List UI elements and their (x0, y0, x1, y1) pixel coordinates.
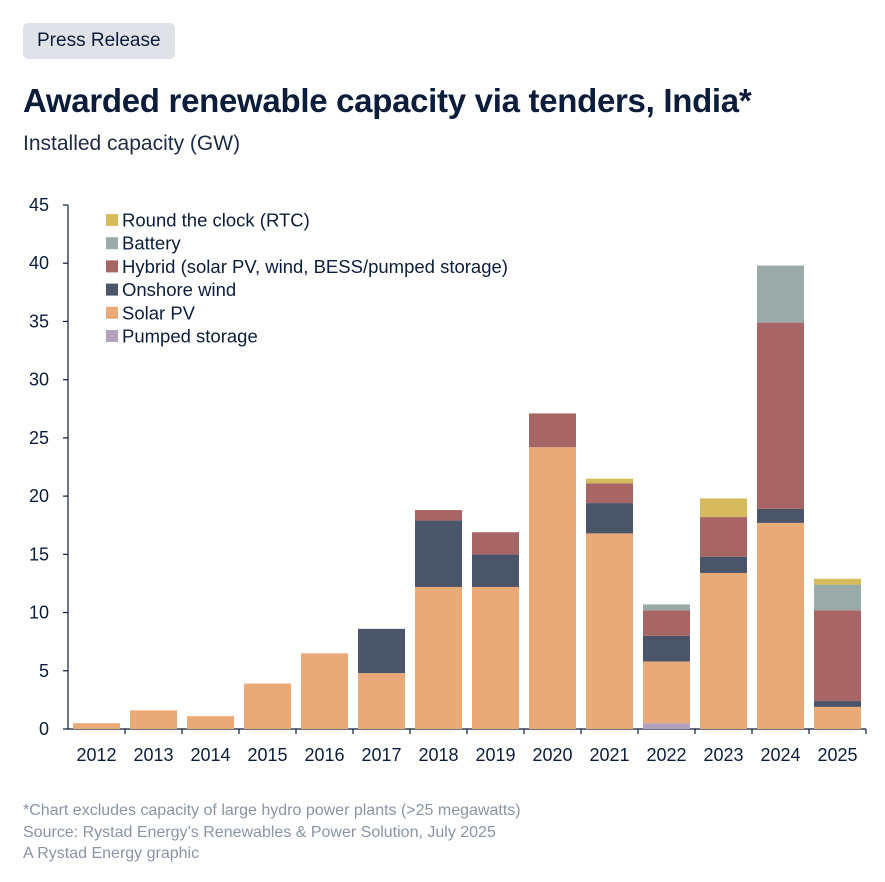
legend-label: Hybrid (solar PV, wind, BESS/pumped stor… (122, 256, 508, 277)
y-tick-label: 25 (29, 428, 49, 448)
legend-swatch (106, 260, 118, 273)
bar-segment (130, 710, 177, 729)
x-tick-label: 2013 (133, 745, 173, 765)
bar-segment (757, 265, 804, 323)
x-tick-label: 2014 (190, 745, 230, 765)
bar-segment (586, 483, 633, 504)
bar-segment (529, 413, 576, 448)
x-tick-label: 2021 (589, 745, 629, 765)
bar-segment (814, 578, 861, 585)
y-tick-label: 0 (39, 719, 49, 739)
x-tick-label: 2016 (304, 745, 344, 765)
bar-segment (415, 586, 462, 729)
x-tick-label: 2012 (76, 745, 116, 765)
bar-segment (643, 604, 690, 611)
bar-segment (472, 586, 519, 729)
legend-swatch (106, 330, 118, 342)
x-tick-label: 2019 (475, 745, 515, 765)
legend-label: Battery (122, 233, 181, 254)
bar-segment (643, 723, 690, 729)
y-tick-label: 45 (29, 195, 49, 215)
legend-label: Pumped storage (122, 326, 258, 347)
bar-segment (415, 510, 462, 521)
bar-segment (814, 584, 861, 611)
bar-segment (814, 610, 861, 702)
bar-segment (187, 716, 234, 729)
y-tick-label: 40 (29, 253, 49, 273)
source-note: Source: Rystad Energy’s Renewables & Pow… (23, 823, 496, 841)
bar-segment (529, 447, 576, 729)
bar-segment (700, 572, 747, 729)
legend-label: Onshore wind (122, 279, 236, 300)
press-release-badge: Press Release (23, 23, 175, 59)
bar-segment (700, 498, 747, 518)
footnote: *Chart excludes capacity of large hydro … (23, 802, 521, 819)
bar-segment (700, 517, 747, 557)
chart-subtitle: Installed capacity (GW) (23, 132, 241, 155)
bar-segment (586, 478, 633, 484)
bar-segment (358, 673, 405, 729)
x-tick-label: 2023 (703, 745, 743, 765)
y-tick-label: 5 (39, 661, 49, 681)
legend-label: Round the clock (RTC) (122, 210, 310, 231)
legend-swatch (106, 283, 118, 296)
bar-segment (814, 706, 861, 729)
bar-segment (301, 653, 348, 729)
x-tick-label: 2015 (247, 745, 287, 765)
bar-segment (757, 508, 804, 523)
chart-footer: *Chart excludes capacity of large hydro … (23, 800, 521, 865)
bar-segment (358, 628, 405, 674)
bar-segment (643, 661, 690, 724)
legend-label: Solar PV (122, 302, 196, 323)
bar-segment (700, 556, 747, 573)
x-tick-label: 2022 (646, 745, 686, 765)
y-tick-label: 30 (29, 370, 49, 390)
x-tick-label: 2025 (817, 745, 857, 765)
y-tick-label: 20 (29, 486, 49, 506)
bar-segment (73, 723, 120, 729)
x-tick-label: 2017 (361, 745, 401, 765)
legend-swatch (106, 214, 118, 226)
bar-segment (586, 503, 633, 534)
bar-segment (643, 635, 690, 662)
bar-segment (472, 532, 519, 555)
legend-swatch (106, 306, 118, 319)
y-tick-label: 35 (29, 311, 49, 331)
x-tick-label: 2024 (760, 745, 800, 765)
bar-segment (814, 701, 861, 707)
bar-segment (643, 610, 690, 636)
bar-segment (757, 522, 804, 729)
bar-segment (757, 322, 804, 509)
bar-segment (244, 683, 291, 729)
y-tick-label: 10 (29, 603, 49, 623)
legend-swatch (106, 237, 118, 250)
y-tick-label: 15 (29, 544, 49, 564)
x-tick-label: 2018 (418, 745, 458, 765)
bar-segment (415, 520, 462, 587)
chart-title: Awarded renewable capacity via tenders, … (23, 82, 752, 119)
credit-note: A Rystad Energy graphic (23, 845, 200, 862)
bar-segment (586, 533, 633, 729)
x-tick-label: 2020 (532, 745, 572, 765)
bar-segment (472, 554, 519, 587)
